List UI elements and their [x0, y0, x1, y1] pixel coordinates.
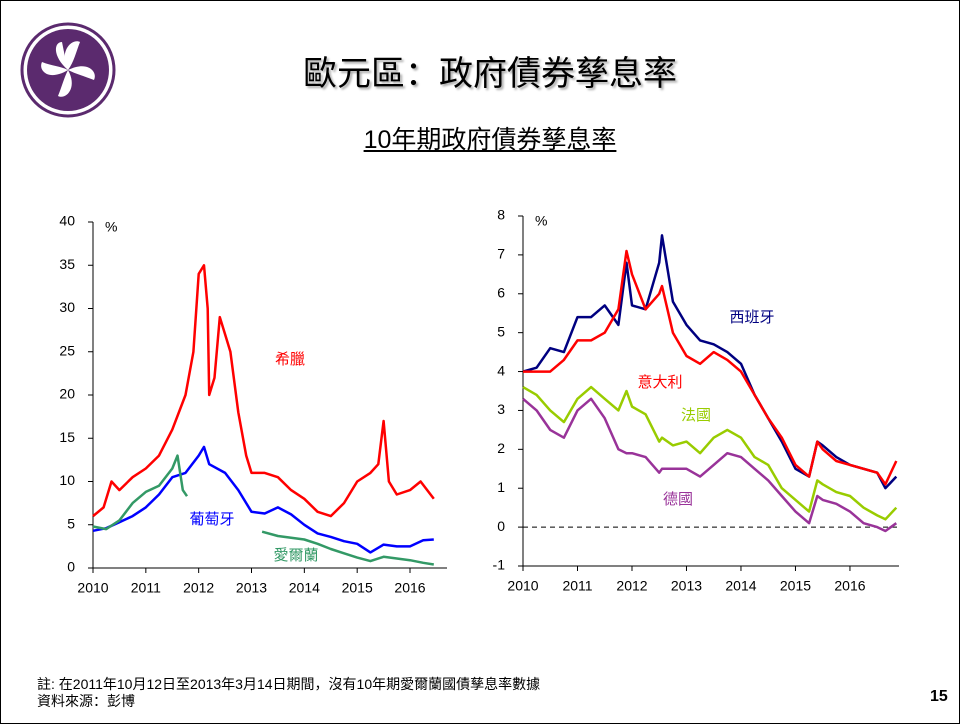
series-line: [522, 234, 898, 490]
slide-subtitle: 10年期政府債券孳息率: [363, 126, 617, 154]
y-tick-label: 30: [59, 299, 75, 315]
x-tick-label: 2011: [131, 580, 161, 596]
y-tick-label: 20: [59, 386, 75, 402]
x-tick-label: 2011: [562, 578, 592, 594]
y-tick-label: 25: [59, 342, 75, 358]
x-tick-label: 2014: [725, 578, 756, 594]
y-tick-label: 7: [497, 246, 505, 262]
y-tick-label: 15: [59, 429, 75, 445]
x-tick-label: 2013: [671, 578, 702, 594]
series-line: [523, 249, 898, 486]
logo: [20, 22, 116, 118]
series-line: [522, 385, 898, 521]
y-tick-label: 10: [59, 472, 75, 488]
y-tick-label: 0: [497, 518, 505, 534]
x-tick-label: 2012: [616, 578, 647, 594]
series-label: 愛爾蘭: [273, 547, 318, 564]
series-label: 法國: [681, 407, 711, 424]
series-label: 希臘: [275, 351, 305, 368]
y-tick-label: 1: [497, 479, 505, 495]
x-tick-label: 2015: [342, 580, 373, 596]
footnote: 註: 在2011年10月12日至2013年3月14日期間，沒有10年期愛爾蘭國債…: [37, 676, 541, 692]
y-tick-label: 5: [497, 323, 505, 339]
y-axis-label: %: [535, 213, 547, 229]
x-tick-label: 2010: [507, 578, 538, 594]
x-tick-label: 2013: [236, 580, 267, 596]
y-axis-label: %: [105, 219, 117, 235]
y-tick-label: 35: [59, 256, 75, 272]
x-tick-label: 2014: [289, 580, 320, 596]
x-tick-label: 2010: [77, 580, 108, 596]
slide-title: 歐元區：政府債券孳息率: [303, 55, 677, 93]
y-tick-label: 3: [497, 401, 505, 417]
series-label: 意大利: [637, 373, 682, 391]
x-tick-label: 2012: [183, 580, 214, 596]
x-tick-label: 2015: [780, 578, 811, 594]
y-tick-label: 4: [497, 362, 505, 378]
footnotes: 註: 在2011年10月12日至2013年3月14日期間，沒有10年期愛爾蘭國債…: [37, 676, 540, 710]
series-label: 西班牙: [729, 309, 774, 326]
series-line: [92, 264, 435, 518]
x-tick-label: 2016: [834, 578, 865, 594]
logo-flower: [41, 41, 95, 97]
page-number: 15: [930, 688, 948, 705]
y-tick-label: 40: [59, 213, 75, 229]
series-label: 德國: [663, 490, 693, 508]
source: 資料來源：彭博: [37, 693, 135, 709]
y-tick-label: 6: [497, 284, 505, 300]
y-tick-label: 8: [497, 207, 505, 223]
series-line: [92, 445, 434, 554]
y-tick-label: 2: [497, 440, 505, 456]
series-label: 葡萄牙: [189, 511, 234, 528]
series-line: [92, 454, 434, 566]
series-line: [522, 397, 898, 533]
y-tick-label: 0: [67, 559, 75, 575]
y-tick-label: -1: [493, 557, 506, 573]
y-tick-label: 5: [67, 515, 75, 531]
x-tick-label: 2016: [394, 580, 425, 596]
